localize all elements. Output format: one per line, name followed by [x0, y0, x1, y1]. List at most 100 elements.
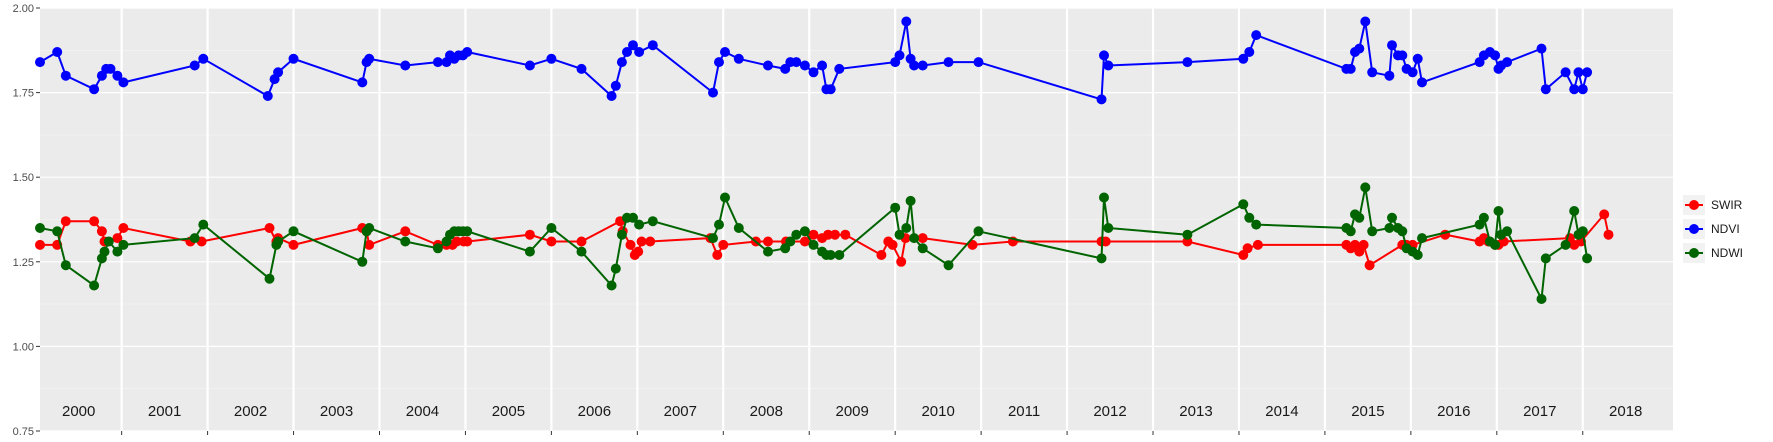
ndvi-point	[791, 57, 802, 68]
ndvi-point	[60, 70, 71, 81]
ndwi-point	[1354, 212, 1365, 223]
ndvi-point	[808, 67, 819, 78]
swir-point	[462, 236, 473, 247]
ndwi-point	[1577, 226, 1588, 237]
ndwi-point	[628, 212, 638, 223]
swir-point	[112, 233, 123, 244]
ndvi-point	[1582, 67, 1593, 78]
swir-point	[524, 229, 535, 240]
year-label-2011: 2011	[1008, 403, 1040, 420]
year-label-2015: 2015	[1351, 403, 1384, 420]
ndvi-point	[462, 47, 473, 57]
swir-point	[451, 236, 462, 247]
ndwi-point	[1384, 223, 1395, 233]
ndwi-point	[733, 223, 744, 233]
ndvi-point	[1103, 60, 1114, 71]
ndvi-point	[1345, 63, 1356, 74]
ndvi-point	[917, 60, 928, 71]
ndvi-point	[1490, 50, 1501, 61]
ndwi-point	[1096, 253, 1107, 264]
year-label-2014: 2014	[1265, 403, 1298, 420]
year-label-2006: 2006	[578, 403, 611, 420]
ndwi-point	[785, 236, 796, 247]
y-tick-label: 0.75	[13, 426, 34, 438]
ndvi-point	[357, 77, 368, 88]
ndwi-point	[973, 226, 984, 237]
ndvi-point	[1540, 84, 1551, 95]
ndwi-point	[1540, 253, 1551, 264]
ndwi-point	[917, 243, 928, 254]
ndwi-point	[52, 226, 63, 237]
ndvi-point	[634, 47, 645, 57]
ndvi-point	[1397, 50, 1408, 61]
year-label-2004: 2004	[406, 403, 439, 420]
ndvi-point	[1251, 30, 1262, 41]
ndwi-point	[791, 229, 802, 240]
swir-point	[1358, 239, 1369, 250]
swir-point	[896, 256, 907, 267]
ndvi-point	[1367, 67, 1378, 78]
ndwi-point	[799, 226, 810, 237]
swir-point	[823, 229, 834, 240]
ndvi-point	[52, 47, 63, 57]
ndwi-point	[720, 192, 730, 203]
swir-point	[1242, 243, 1253, 254]
ndwi-point	[1244, 212, 1255, 223]
ndwi-point	[1490, 239, 1501, 250]
ndvi-point	[622, 47, 632, 57]
ndwi-point	[264, 273, 275, 284]
year-label-2001: 2001	[148, 403, 181, 420]
ndvi-point	[1096, 94, 1107, 105]
ndvi-point	[400, 60, 411, 71]
ndwi-point	[634, 219, 645, 230]
swir-point	[1599, 209, 1610, 220]
ndwi-point	[1493, 206, 1504, 216]
ndwi-point	[610, 263, 621, 274]
swir-point	[288, 239, 299, 250]
ndvi-point	[112, 70, 123, 81]
ndwi-point	[189, 233, 200, 244]
ndwi-point	[616, 229, 627, 240]
y-tick-label: 1.00	[13, 341, 34, 353]
y-tick-label: 2.00	[13, 3, 34, 15]
ndvi-point	[35, 57, 45, 68]
ndwi-point	[894, 229, 905, 240]
ndvi-point	[763, 60, 773, 71]
y-tick-label: 1.50	[13, 172, 34, 184]
ndwi-point	[1412, 250, 1423, 260]
legend: SWIR NDVI NDWI	[1683, 195, 1743, 263]
ndwi-point	[780, 243, 791, 254]
year-label-2005: 2005	[492, 403, 525, 420]
ndvi-point	[1536, 43, 1547, 54]
swir-point	[546, 236, 557, 247]
year-label-2013: 2013	[1179, 403, 1212, 420]
swir-point	[718, 239, 729, 250]
swir-point	[763, 236, 773, 247]
ndwi-point	[1397, 226, 1408, 237]
swir-point	[1252, 239, 1263, 250]
y-tick-label: 1.75	[13, 88, 34, 100]
ndwi-point	[89, 280, 100, 291]
ndwi-point	[546, 223, 557, 233]
year-label-2012: 2012	[1093, 403, 1126, 420]
ndwi-point	[1478, 212, 1489, 223]
legend-marker-ndvi	[1689, 224, 1699, 234]
ndwi-point	[1238, 199, 1249, 210]
ndvi-point	[628, 40, 638, 51]
ndvi-point	[364, 53, 375, 64]
swir-point	[264, 223, 275, 233]
ndvi-point	[105, 63, 116, 74]
swir-point	[96, 226, 107, 237]
ndvi-point	[576, 63, 587, 74]
ndwi-point	[909, 233, 920, 244]
year-label-2008: 2008	[750, 403, 783, 420]
swir-point	[400, 226, 411, 237]
ndvi-point	[1238, 53, 1249, 64]
swir-point	[799, 236, 810, 247]
ndvi-point	[118, 77, 129, 88]
ndwi-point	[118, 239, 129, 250]
ndvi-point	[1360, 16, 1371, 27]
ndwi-point	[943, 260, 954, 271]
